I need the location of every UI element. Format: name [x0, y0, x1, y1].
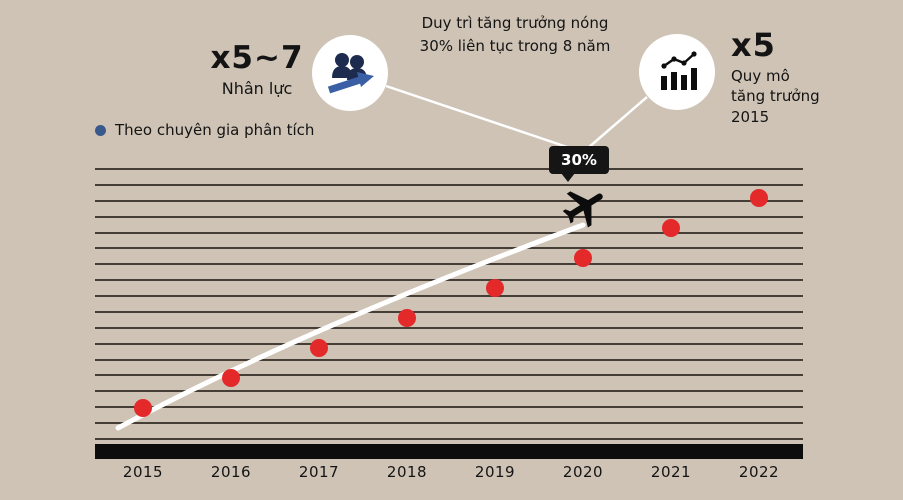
gridline: [95, 183, 803, 186]
scale-label-line2: tăng trưởng: [731, 87, 820, 106]
data-point-2019: [486, 279, 504, 297]
data-point-2021: [662, 219, 680, 237]
gridline: [95, 199, 803, 202]
people-with-arrow-icon: [327, 53, 374, 94]
data-point-2022: [750, 189, 768, 207]
x-axis-bar: [95, 444, 803, 459]
x-axis-labels: 2015 2016 2017 2018 2019 2020 2021 2022: [95, 463, 803, 487]
legend-label: Theo chuyên gia phân tích: [115, 121, 315, 139]
data-point-2018: [398, 309, 416, 327]
scale-label-line3: 2015: [731, 107, 770, 126]
plot-points: [95, 168, 803, 438]
x-tick-label: 2016: [210, 463, 252, 481]
legend-dot-icon: [95, 124, 106, 136]
data-point-2015: [134, 399, 152, 417]
bar-chart-icon: [661, 51, 697, 90]
legend: Theo chuyên gia phân tích: [95, 121, 314, 139]
top-note-line2: 30% liên tục trong 8 năm: [419, 37, 611, 56]
x-tick-label: 2019: [474, 463, 516, 481]
gridline: [95, 438, 803, 440]
data-point-2017: [310, 339, 328, 357]
data-point-2020: [574, 249, 592, 267]
top-note: Duy trì tăng trưởng nóng 30% liên tục tr…: [398, 12, 632, 59]
gridline: [95, 168, 803, 170]
annotation-workforce: x5~7 Nhân lực: [198, 40, 316, 98]
annotation-scale: x5 Quy mô tăng trưởng 2015: [731, 26, 820, 127]
connector-line-right: [587, 96, 648, 149]
team-growth-icon: [312, 35, 388, 111]
connector-line-left: [385, 84, 571, 150]
top-note-line1: Duy trì tăng trưởng nóng: [421, 14, 609, 32]
scale-label-line1: Quy mô: [731, 67, 790, 85]
workforce-label: Nhân lực: [221, 79, 293, 98]
x-tick-label: 2022: [738, 463, 780, 481]
growth-rate-badge: 30%: [549, 146, 609, 182]
x-tick-label: 2021: [650, 463, 692, 481]
data-point-2016: [222, 369, 240, 387]
x-tick-label: 2015: [122, 463, 164, 481]
workforce-multiplier: x5~7: [210, 40, 304, 76]
x-tick-label: 2018: [386, 463, 428, 481]
scale-multiplier: x5: [731, 26, 776, 64]
x-tick-label: 2017: [298, 463, 340, 481]
gridline: [95, 215, 803, 218]
x-tick-label: 2020: [562, 463, 604, 481]
growth-chart-icon: [639, 34, 715, 110]
